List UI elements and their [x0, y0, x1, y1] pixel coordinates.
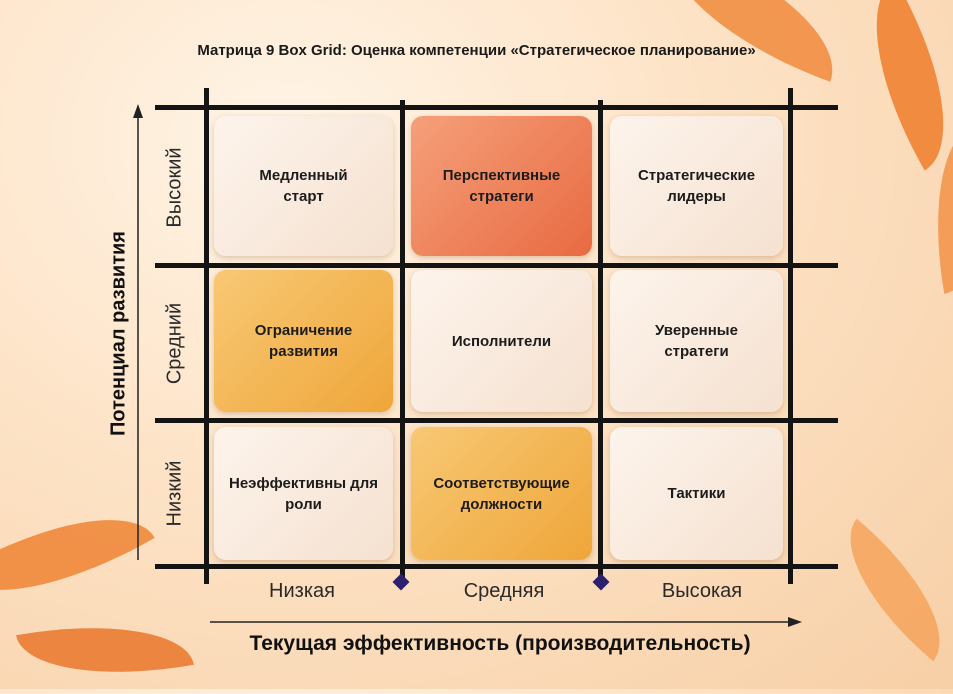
cell-label: Медленный старт	[259, 167, 348, 205]
grid-line-vertical	[598, 100, 603, 580]
cell-label: Ограничение развития	[254, 322, 353, 360]
cell-performers: Исполнители	[411, 270, 592, 412]
cell-label: Соответствующие должности	[433, 474, 570, 513]
y-axis-arrowhead	[133, 104, 143, 118]
cell-strategic-leaders: Стратегические лидеры	[610, 116, 783, 256]
col-label-high: Высокая	[661, 580, 743, 602]
x-axis-arrowhead	[788, 617, 802, 627]
cell-matching-positions: Соответствующие должности	[411, 427, 592, 560]
cell-label: Исполнители	[451, 332, 552, 350]
row-label-low: Низкий	[163, 460, 186, 527]
cell-promising-strategists: Перспективные стратеги	[411, 116, 592, 256]
cell-development-limit: Ограничение развития	[214, 270, 393, 412]
grid-line-horizontal	[155, 418, 838, 423]
cell-label: Тактики	[667, 485, 726, 502]
cell-label: Перспективные стратеги	[442, 167, 561, 205]
row-label-high: Высокий	[163, 147, 186, 228]
diagram-title: Матрица 9 Box Grid: Оценка компетенции «…	[197, 42, 756, 59]
col-label-medium: Средняя	[463, 580, 545, 602]
y-axis-title: Потенциал развития	[107, 231, 130, 436]
cell-ineffective-for-role: Неэффективны для роли	[214, 427, 393, 560]
x-axis-title: Текущая эффективность (производительност…	[249, 632, 751, 655]
cell-tacticians: Тактики	[610, 427, 783, 560]
grid-line-vertical	[400, 100, 405, 580]
col-label-low: Низкая	[269, 580, 335, 602]
grid-line-vertical	[204, 88, 209, 584]
row-label-medium: Средний	[163, 302, 186, 385]
cell-label: Неэффективны для роли	[229, 474, 378, 513]
grid-line-horizontal	[155, 564, 838, 569]
cell-label: Стратегические лидеры	[637, 167, 756, 205]
cell-slow-start: Медленный старт	[214, 116, 393, 256]
grid-line-horizontal	[155, 105, 838, 110]
cell-confident-strategists: Уверенные стратеги	[610, 270, 783, 412]
grid-line-horizontal	[155, 263, 838, 268]
cell-label: Уверенные стратеги	[655, 322, 738, 360]
grid-line-vertical	[788, 88, 793, 584]
